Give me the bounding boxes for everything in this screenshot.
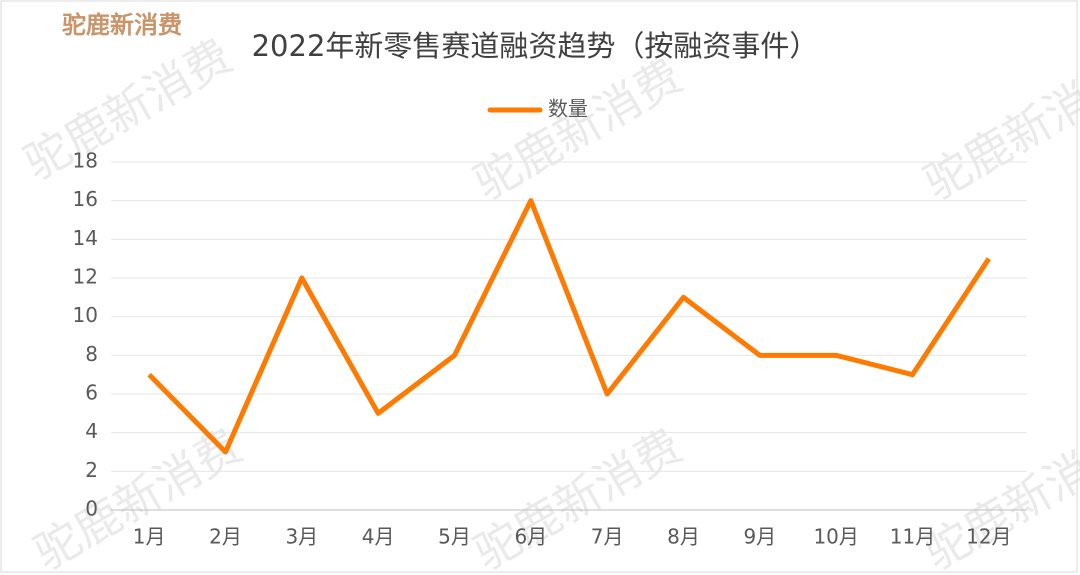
logo: 驼鹿新消费 bbox=[62, 11, 182, 39]
y-tick-label: 6 bbox=[85, 381, 98, 405]
series-line bbox=[147, 198, 991, 455]
y-tick-label: 8 bbox=[85, 342, 98, 366]
y-tick-label: 0 bbox=[85, 497, 98, 521]
x-tick-label: 7月 bbox=[591, 525, 624, 549]
chart-title: 2022年新零售赛道融资趋势（按融资事件） bbox=[252, 29, 819, 63]
x-tick-label: 2月 bbox=[209, 525, 242, 549]
x-tick-label: 6月 bbox=[514, 525, 547, 549]
x-tick-label: 8月 bbox=[667, 525, 700, 549]
legend-label: 数量 bbox=[548, 97, 588, 121]
x-tick-label: 3月 bbox=[285, 525, 318, 549]
x-tick-label: 12月 bbox=[966, 525, 1011, 549]
x-tick-label: 9月 bbox=[743, 525, 776, 549]
y-tick-label: 2 bbox=[85, 458, 98, 482]
x-tick-label: 4月 bbox=[362, 525, 395, 549]
x-tick-label: 5月 bbox=[438, 525, 471, 549]
y-tick-label: 16 bbox=[73, 187, 98, 211]
y-tick-label: 14 bbox=[73, 226, 98, 250]
y-tick-label: 4 bbox=[85, 419, 98, 443]
y-tick-label: 18 bbox=[73, 149, 98, 173]
y-tick-label: 12 bbox=[73, 265, 98, 289]
x-tick-label: 11月 bbox=[890, 525, 935, 549]
y-tick-label: 10 bbox=[73, 303, 98, 327]
x-tick-label: 1月 bbox=[133, 525, 166, 549]
x-tick-label: 10月 bbox=[813, 525, 858, 549]
